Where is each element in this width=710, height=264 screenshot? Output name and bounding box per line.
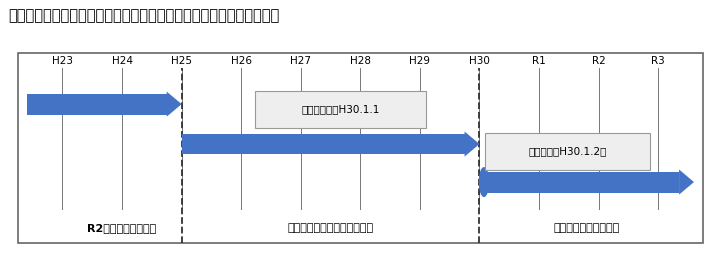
Text: H27: H27 xyxy=(290,56,311,66)
Bar xyxy=(27,94,167,115)
Text: 相続発生日～H30.1.1: 相続発生日～H30.1.1 xyxy=(302,104,380,114)
Text: H26: H26 xyxy=(231,56,251,66)
Text: R3: R3 xyxy=(651,56,665,66)
FancyBboxPatch shape xyxy=(256,91,427,128)
Text: R2: R2 xyxy=(591,56,606,66)
Text: 【イメージ】令和３年度における補助金対象者と国の譲渡所得対象者: 【イメージ】令和３年度における補助金対象者と国の譲渡所得対象者 xyxy=(9,8,280,23)
Bar xyxy=(486,172,679,192)
FancyBboxPatch shape xyxy=(485,133,650,170)
Text: H25: H25 xyxy=(171,56,192,66)
Text: 譲渡所得の控除対象者: 譲渡所得の控除対象者 xyxy=(554,223,620,233)
Text: R1: R1 xyxy=(532,56,546,66)
Bar xyxy=(182,134,464,154)
Polygon shape xyxy=(167,92,182,117)
Text: R2年度補助金対象者: R2年度補助金対象者 xyxy=(87,223,157,233)
Text: 相続発生日H30.1.2～: 相続発生日H30.1.2～ xyxy=(528,146,606,156)
Text: H29: H29 xyxy=(410,56,430,66)
Text: 補助金対象者（拡充対象者）: 補助金対象者（拡充対象者） xyxy=(288,223,373,233)
Text: H24: H24 xyxy=(111,56,133,66)
Polygon shape xyxy=(464,131,479,157)
Text: H30: H30 xyxy=(469,56,490,66)
Polygon shape xyxy=(679,169,694,195)
Text: H28: H28 xyxy=(350,56,371,66)
Text: H23: H23 xyxy=(52,56,73,66)
Circle shape xyxy=(479,168,488,196)
